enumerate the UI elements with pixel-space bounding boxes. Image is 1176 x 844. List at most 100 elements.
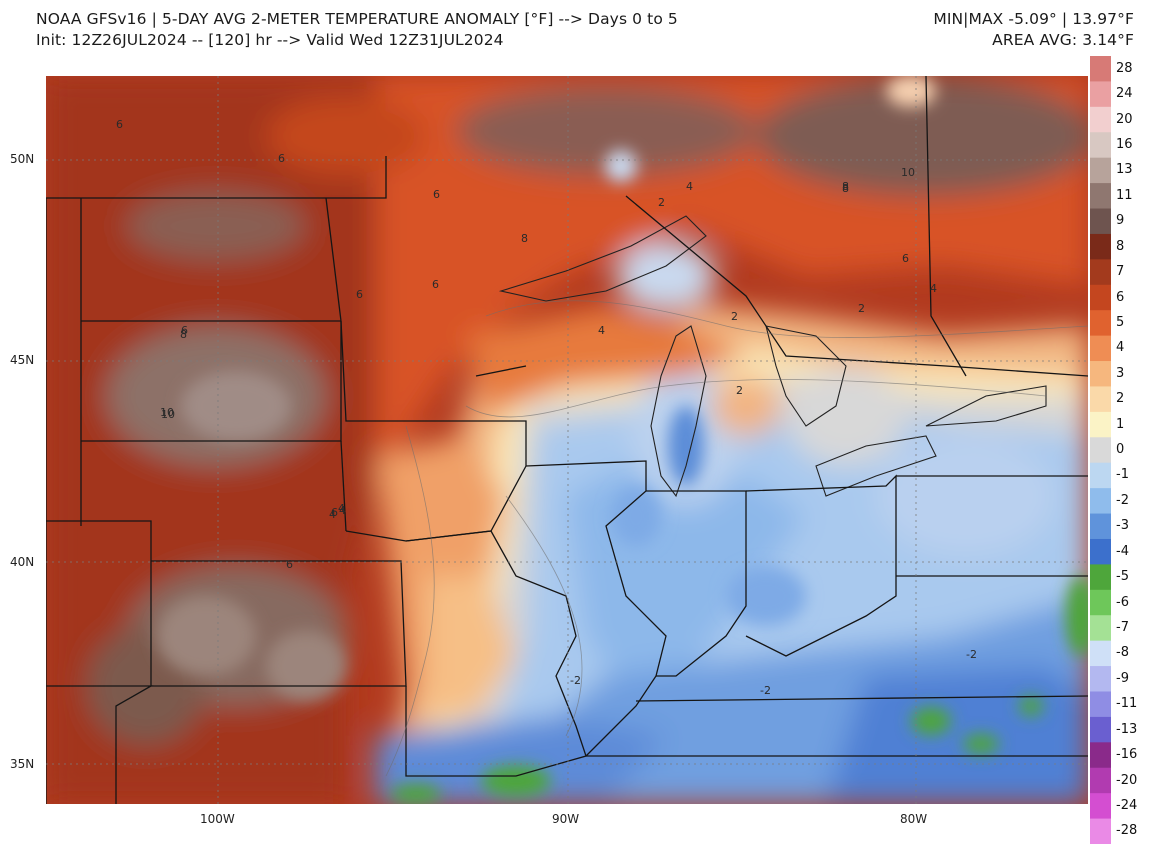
colorbar-label: -1 <box>1116 467 1129 483</box>
lat-label-45n: 45N <box>10 353 35 367</box>
colorbar-label: 20 <box>1116 111 1133 127</box>
colorbar-label: -6 <box>1116 594 1129 610</box>
contour-label: 8 <box>521 232 528 245</box>
colorbar-swatch <box>1090 208 1111 235</box>
contour-label: 6 <box>356 288 363 301</box>
chart-title: NOAA GFSv16 | 5-DAY AVG 2-METER TEMPERAT… <box>36 10 678 28</box>
great-lakes-outline <box>498 215 1047 498</box>
contour-label: 8 <box>180 328 187 341</box>
colorbar-label: 4 <box>1116 340 1125 356</box>
contour-label: 4 <box>930 282 937 295</box>
colorbar-swatch <box>1090 437 1111 464</box>
contour-label: 8 <box>842 182 849 195</box>
colorbar-swatch <box>1090 259 1111 286</box>
contour-label: 6 <box>331 506 338 519</box>
colorbar-swatch <box>1090 640 1111 667</box>
colorbar-label: 5 <box>1116 314 1125 330</box>
colorbar-label: -7 <box>1116 619 1129 635</box>
contour-label: 4 <box>339 504 346 517</box>
contour-label: 4 <box>329 508 336 521</box>
colorbar-label: -13 <box>1116 721 1138 737</box>
header: NOAA GFSv16 | 5-DAY AVG 2-METER TEMPERAT… <box>0 0 1176 58</box>
colorbar-swatch <box>1090 666 1111 692</box>
colorbar-swatch <box>1090 462 1111 489</box>
colorbar-swatch <box>1090 106 1111 133</box>
colorbar-label: 7 <box>1116 264 1125 280</box>
contour-label: 8 <box>842 180 849 193</box>
contour-label: 6 <box>432 278 439 291</box>
graticule <box>46 76 1088 804</box>
colorbar-swatch <box>1090 284 1111 311</box>
colorbar-label: 16 <box>1116 137 1133 152</box>
colorbar-label: -4 <box>1116 543 1129 559</box>
contour-label: 2 <box>736 384 743 397</box>
colorbar-label: 1 <box>1116 416 1125 432</box>
contour-label: 2 <box>731 310 738 323</box>
contour-label: 10 <box>160 406 174 419</box>
colorbar-swatch <box>1090 742 1111 769</box>
colorbar-label: -9 <box>1116 670 1129 686</box>
contour-label: 6 <box>278 152 285 165</box>
colorbar-label: 11 <box>1116 187 1133 203</box>
colorbar-swatch <box>1090 310 1111 337</box>
colorbar-label: 13 <box>1116 162 1133 178</box>
colorbar-label: 28 <box>1116 60 1133 76</box>
colorbar-swatch <box>1090 335 1111 362</box>
colorbar-label: 8 <box>1116 238 1125 254</box>
colorbar-swatch <box>1090 691 1111 718</box>
contour-label: 4 <box>598 324 605 337</box>
anomaly-map: 6 6 6 6 8 6 6 4 8 10 8 6 4 2 4 2 2 2 10 … <box>46 76 1088 804</box>
colorbar-swatch <box>1090 157 1111 184</box>
colorbar-swatch <box>1090 56 1111 82</box>
colorbar-swatch <box>1090 386 1111 413</box>
colorbar-swatch <box>1090 767 1111 794</box>
colorbar-label: -2 <box>1116 492 1129 508</box>
contour-label: 6 <box>433 188 440 201</box>
colorbar-label: 6 <box>1116 289 1125 305</box>
contour-label: -2 <box>966 648 977 661</box>
political-boundaries <box>46 76 1088 804</box>
colorbar <box>1090 56 1111 844</box>
contour-label: 4 <box>338 502 345 515</box>
colorbar-label: -20 <box>1116 772 1138 788</box>
anomaly-fill-layer <box>46 76 1088 804</box>
contour-label: 2 <box>658 196 665 209</box>
colorbar-label: -8 <box>1116 645 1129 661</box>
colorbar-label: 2 <box>1116 391 1125 407</box>
colorbar-swatch <box>1090 81 1111 108</box>
contour-label: 6 <box>181 324 188 337</box>
map-canvas: 6 6 6 6 8 6 6 4 8 10 8 6 4 2 4 2 2 2 10 … <box>46 76 1088 804</box>
contour-label: 2 <box>858 302 865 315</box>
colorbar-swatch <box>1090 488 1111 515</box>
colorbar-label: 3 <box>1116 365 1125 381</box>
colorbar-label: 24 <box>1116 86 1133 102</box>
colorbar-swatch <box>1090 538 1111 565</box>
min-max-readout: MIN|MAX -5.09° | 13.97°F <box>933 10 1134 28</box>
colorbar-swatch <box>1090 818 1111 844</box>
colorbar-label: -16 <box>1116 747 1138 762</box>
colorbar-swatch <box>1090 793 1111 820</box>
contour-label: 6 <box>902 252 909 265</box>
colorbar-label: 0 <box>1116 442 1125 457</box>
colorbar-label: -5 <box>1116 569 1129 585</box>
colorbar-swatch <box>1090 183 1111 210</box>
lat-label-50n: 50N <box>10 152 35 166</box>
lat-label-40n: 40N <box>10 555 35 569</box>
colorbar-swatch <box>1090 589 1111 616</box>
contour-label: 6 <box>116 118 123 131</box>
colorbar-label: -28 <box>1116 823 1138 839</box>
colorbar-label: -24 <box>1116 797 1138 813</box>
colorbar-label: -11 <box>1116 696 1138 712</box>
colorbar-swatch <box>1090 615 1111 642</box>
colorbar-swatch <box>1090 233 1111 260</box>
colorbar-swatch <box>1090 564 1111 591</box>
lon-label-100w: 100W <box>200 812 235 826</box>
colorbar-label: 9 <box>1116 213 1125 229</box>
colorbar-swatch <box>1090 132 1111 159</box>
colorbar-swatch <box>1090 411 1111 438</box>
anomaly-detail-layer <box>156 76 1088 804</box>
colorbar-swatch <box>1090 513 1111 540</box>
contour-label: 10 <box>901 166 915 179</box>
init-valid-line: Init: 12Z26JUL2024 -- [120] hr --> Valid… <box>36 31 504 49</box>
colorbar-swatch <box>1090 716 1111 743</box>
